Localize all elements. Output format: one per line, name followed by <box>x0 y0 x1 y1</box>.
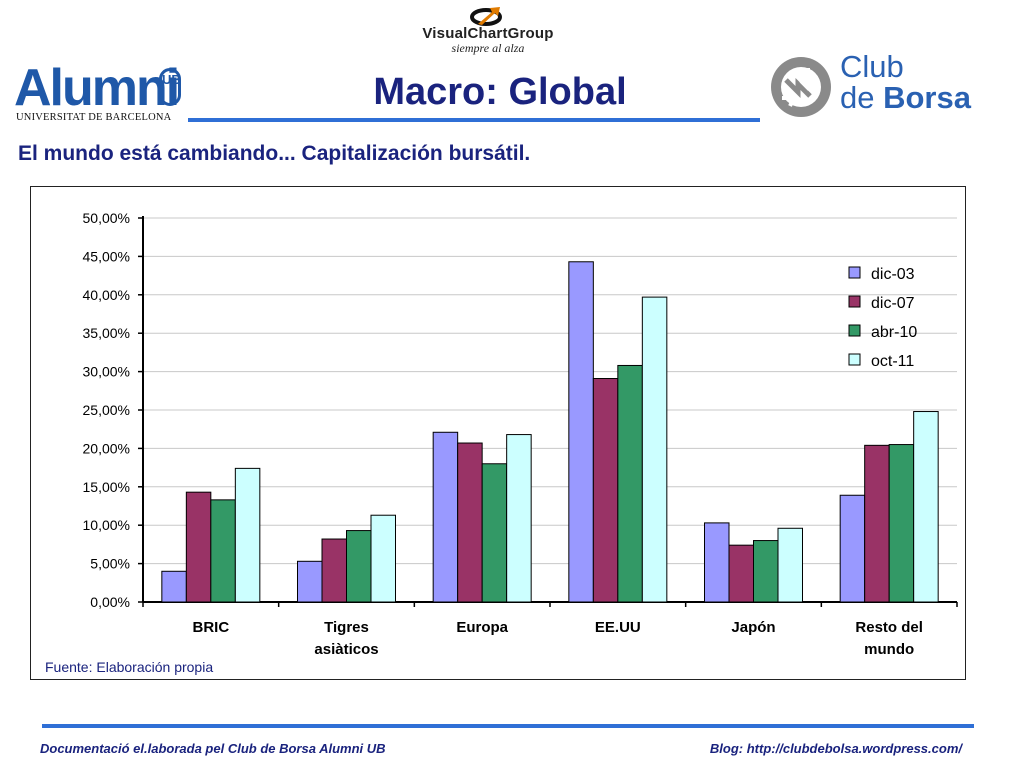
visualchartgroup-logo: VisualChartGroup siempre al alza <box>392 4 584 54</box>
bar-dic-07-0 <box>185 491 212 603</box>
x-category-label: BRIC <box>192 619 229 636</box>
footer-credit: Documentació el.laborada pel Club de Bor… <box>40 741 386 756</box>
bar-dic-07-5 <box>864 444 890 603</box>
ub-badge: UB <box>159 68 181 106</box>
bar-oct-11-3 <box>641 296 668 603</box>
bar-oct-11-1 <box>370 514 396 603</box>
x-category-label: EE.UU <box>595 619 641 636</box>
y-tick-label: 40,00% <box>83 287 130 303</box>
bar-abr-10-3 <box>617 364 643 603</box>
legend-label-abr-10: abr-10 <box>871 324 917 341</box>
bar-dic-07-4 <box>728 544 754 603</box>
legend-label-dic-07: dic-07 <box>871 295 915 312</box>
x-category-label: Resto del <box>855 619 923 636</box>
y-tick-label: 45,00% <box>83 248 130 264</box>
footer-rule <box>42 724 974 728</box>
visualchartgroup-tagline: siempre al alza <box>451 41 525 55</box>
alumni-university-name: UNIVERSITAT DE BARCELONA <box>16 112 172 123</box>
bar-dic-03-3 <box>568 261 594 603</box>
bar-dic-07-2 <box>457 442 483 603</box>
bar-abr-10-5 <box>888 444 915 603</box>
slide-subtitle: El mundo está cambiando... Capitalizació… <box>18 142 531 165</box>
y-tick-label: 25,00% <box>83 402 130 418</box>
club-wordmark-borsa: Borsa <box>883 80 971 115</box>
legend-label-dic-03: dic-03 <box>871 266 915 283</box>
legend-label-oct-11: oct-11 <box>871 353 914 370</box>
bar-dic-03-5 <box>839 494 866 603</box>
y-tick-label: 10,00% <box>83 517 130 533</box>
alumni-ub-logo: Alumni UB UNIVERSITAT DE BARCELONA <box>14 59 190 126</box>
y-tick-label: 30,00% <box>83 364 130 380</box>
x-category-label: Tigres <box>324 619 369 636</box>
bar-dic-03-4 <box>704 522 730 603</box>
bar-abr-10-2 <box>481 463 508 603</box>
bar-oct-11-5 <box>913 411 939 603</box>
legend-swatch-dic-07 <box>848 295 861 308</box>
y-tick-label: 0,00% <box>90 594 130 610</box>
bar-abr-10-4 <box>753 540 779 603</box>
bar-abr-10-0 <box>210 499 236 603</box>
x-category-label: Europa <box>456 619 508 636</box>
slide-title: Macro: Global <box>373 71 627 113</box>
bar-dic-03-1 <box>297 560 323 603</box>
bar-dic-07-1 <box>321 538 347 603</box>
legend-swatch-dic-03 <box>848 266 861 279</box>
bar-dic-07-3 <box>592 378 619 603</box>
bar-oct-11-0 <box>234 467 261 603</box>
bar-abr-10-1 <box>346 530 372 603</box>
bar-oct-11-2 <box>506 434 532 603</box>
club-wordmark-de: de <box>840 80 875 115</box>
alumni-wordmark: Alumni <box>14 59 180 117</box>
club-wordmark-line1: Club <box>840 49 904 84</box>
club-wordmark-line2: de Borsa <box>840 80 971 116</box>
bar-oct-11-4 <box>777 527 803 603</box>
y-tick-label: 5,00% <box>90 556 130 572</box>
bar-dic-03-2 <box>432 431 459 603</box>
bar-dic-03-0 <box>161 570 187 603</box>
legend-swatch-abr-10 <box>848 324 861 337</box>
y-tick-label: 20,00% <box>83 440 130 456</box>
chart-frame: 0,00% 5,00% 10,00% 15,00% 20,00% 25,00% 30,00%… <box>30 186 966 680</box>
x-category-label: mundo <box>864 641 914 658</box>
y-tick-label: 50,00% <box>83 210 130 226</box>
club-de-borsa-emblem-icon <box>771 57 831 117</box>
title-underline <box>188 118 760 122</box>
bar-chart: 0,00% 5,00% 10,00% 15,00% 20,00% 25,00% 30,00%… <box>83 210 958 658</box>
footer-blog-link[interactable]: Blog: http://clubdebolsa.wordpress.com/ <box>709 741 962 756</box>
visualchartgroup-emblem-icon <box>470 7 502 26</box>
visualchartgroup-name: VisualChartGroup <box>422 25 554 42</box>
y-tick-label: 15,00% <box>83 479 130 495</box>
chart-source-note: Fuente: Elaboración propia <box>45 659 214 675</box>
y-tick-label: 35,00% <box>83 325 130 341</box>
x-category-label: Japón <box>731 619 775 636</box>
legend-swatch-oct-11 <box>848 353 861 366</box>
club-de-borsa-logo: Club de Borsa <box>768 50 998 122</box>
x-category-label: asiàticos <box>314 641 378 658</box>
